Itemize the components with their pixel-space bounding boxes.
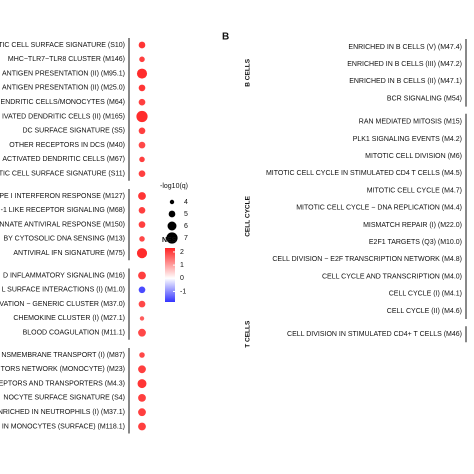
row-label: ANTIGEN PRESENTATION (II) (M25.0) [2,85,125,92]
row-label: ENRICHED IN B CELLS (V) (M47.4) [348,44,462,51]
row-label: ENRICHED IN B CELLS (III) (M47.2) [347,61,462,68]
row-label: D INFLAMMATORY SIGNALING (M16) [3,272,125,279]
row-label: PLK1 SIGNALING EVENTS (M4.2) [353,136,462,143]
group-label: CELL CYCLE [245,195,252,236]
row-label: CELL CYCLE AND TRANSCRIPTION (M4.0) [322,273,462,280]
dot [138,422,146,431]
color-legend-title: NES [162,237,177,244]
row-label: NSMEMBRANE TRANSPORT (I) (M87) [1,352,125,359]
row-label: IN MONOCYTES (SURFACE) (M118.1) [2,423,125,430]
row-label: MITOTIC CELL DIVISION (M6) [365,153,462,160]
row-label: CELL CYCLE (I) (M4.1) [389,291,462,298]
colorbar-label: 1 [180,262,184,269]
row-label: ANTIGEN PRESENTATION (II) (M95.1) [2,70,125,77]
dot [138,394,146,402]
dot [137,379,147,389]
row-label: NNATE ANTIVIRAL RESPONSE (M150) [0,221,125,228]
dot [139,156,145,163]
row-label: ACTIVATED DENDRITIC CELLS (M67) [2,156,125,163]
row-label: BCR SIGNALING (M54) [387,95,462,102]
dot [138,221,146,228]
size-legend-label: 6 [184,223,188,230]
row-label: CELL DIVISION − E2F TRANSCRIPTION NETWOR… [272,256,462,263]
dot [138,328,146,337]
row-label: TIC CELL SURFACE SIGNATURE (S11) [0,171,125,178]
row-label: ENDRITIC CELLS/MONOCYTES (M64) [1,99,125,106]
row-label: OTHER RECEPTORS IN DCS (M40) [9,142,125,149]
dot [139,316,145,321]
panel-label: B [222,32,229,43]
dot [138,408,146,417]
dot [139,236,145,242]
row-label: MITOTIC CELL CYCLE IN STIMULATED CD4 T C… [266,170,462,177]
dot [138,41,146,49]
dot [138,84,146,92]
colorbar-label: 0 [180,275,184,282]
row-label: MISMATCH REPAIR (I) (M22.0) [363,222,462,229]
dot [138,170,146,178]
dot [138,192,146,200]
size-legend-dot [166,232,178,244]
colorbar [165,248,175,302]
group-label: T CELLS [245,320,252,348]
row-label: DC SURFACE SIGNATURE (S5) [22,128,125,135]
dot [139,352,145,358]
row-label: TORS NETWORK (MONOCYTE) (M23) [1,366,125,373]
dot [138,271,146,280]
colorbar-label: 2 [180,249,184,256]
row-label: EPTORS AND TRANSPORTERS (M4.3) [0,380,125,387]
dot [136,248,148,259]
row-label: NOCYTE SURFACE SIGNATURE (S4) [3,395,125,402]
row-label: L SURFACE INTERACTIONS (I) (M1.0) [2,287,125,294]
dot [138,300,146,308]
row-label: E2F1 TARGETS (Q3) (M10.0) [369,239,462,246]
row-label: BY CYTOSOLIC DNA SENSING (M13) [4,236,126,243]
row-label: MITOTIC CELL CYCLE (M4.7) [367,187,462,194]
size-legend-title: -log10(q) [160,183,188,190]
size-legend-dot [169,199,175,205]
row-label: CHEMOKINE CLUSTER (I) (M27.1) [13,315,125,322]
dot [139,56,145,63]
row-label: VATION − GENERIC CLUSTER (M37.0) [0,301,125,308]
row-label: -1 LIKE RECEPTOR SIGNALING (M68) [1,207,125,214]
colorbar-label: -1 [180,288,186,295]
row-label: CELL CYCLE (II) (M4.6) [387,308,462,315]
dot [136,110,148,123]
group-label: B CELLS [245,58,252,86]
row-label: RAN MEDIATED MITOSIS (M15) [359,119,462,126]
row-label: MHC−TLR7−TLR8 CLUSTER (M146) [8,56,125,63]
row-label: ENRICHED IN B CELLS (II) (M47.1) [349,78,462,85]
row-label: TIC CELL SURFACE SIGNATURE (S10) [0,42,125,49]
dot [138,127,146,135]
dot [138,141,146,149]
row-label: ANTIVIRAL IFN SIGNATURE (M75) [13,250,125,257]
dot [138,206,146,214]
row-label: CELL DIVISION IN STIMULATED CD4+ T CELLS… [287,331,462,338]
dot [138,98,146,106]
row-label: PE I INTERFERON RESPONSE (M127) [0,193,125,200]
row-label: BLOOD COAGULATION (M11.1) [23,330,125,337]
size-legend-dot [167,221,177,231]
size-legend-dot [168,210,176,218]
size-legend-label: 5 [184,211,188,218]
row-label: IVATED DENDRITIC CELLS (II) (M165) [2,113,125,120]
size-legend-label: 7 [184,235,188,242]
row-label: MITOTIC CELL CYCLE − DNA REPLICATION (M4… [296,205,462,212]
row-label: NRICHED IN NEUTROPHILS (I) (M37.1) [0,409,125,416]
dot [136,68,148,79]
dot [138,286,146,294]
dot [138,365,146,374]
size-legend-label: 4 [184,199,188,206]
